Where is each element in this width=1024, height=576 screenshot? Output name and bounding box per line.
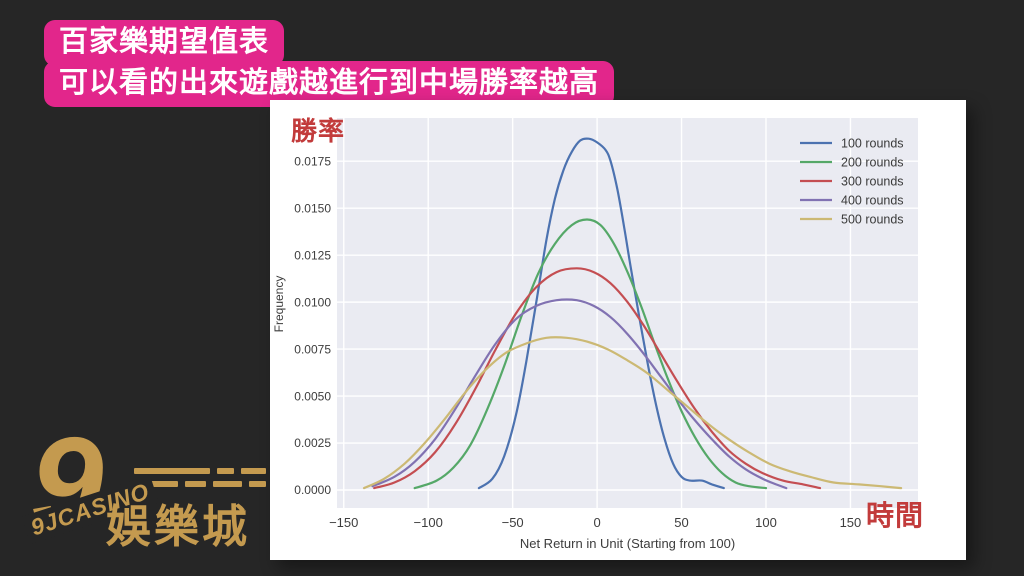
y-tick-label: 0.0075 — [294, 342, 331, 356]
legend-label: 500 rounds — [841, 213, 904, 227]
legend-label: 100 rounds — [841, 137, 904, 151]
logo-speed-lines-icon — [134, 468, 266, 494]
logo-bar — [217, 468, 235, 474]
x-tick-label: 150 — [840, 515, 862, 530]
y-axis-cn-annotation: 勝率 — [291, 116, 346, 146]
legend-label: 400 rounds — [841, 194, 904, 208]
logo-bar — [134, 481, 179, 487]
series-200-rounds — [413, 218, 768, 490]
logo-speed-lines-row2 — [134, 481, 266, 487]
x-tick-label: −150 — [329, 515, 358, 530]
y-tick-label: 0.0175 — [294, 154, 331, 168]
y-tick-label: 0.0150 — [294, 201, 331, 215]
header-subtitle-badge: 可以看的出來遊戲越進行到中場勝率越高 — [44, 61, 615, 107]
legend-label: 300 rounds — [841, 175, 904, 189]
x-tick-label: 0 — [593, 515, 600, 530]
series-500-rounds — [362, 336, 903, 490]
logo-bar — [241, 468, 266, 474]
series-300-rounds — [373, 267, 822, 490]
logo-bar — [213, 481, 242, 487]
chart-panel: 0.0000 0.0025 0.0050 0.0075 0.0100 0.0125 0.01… — [270, 100, 966, 560]
y-tick-label: 0.0000 — [294, 483, 331, 497]
logo-bar — [134, 468, 211, 474]
series-400-rounds — [371, 298, 788, 490]
y-axis-label: Frequency — [272, 276, 286, 333]
y-tick-label: 0.0050 — [294, 389, 331, 403]
header-title-badge: 百家樂期望值表 — [44, 20, 285, 66]
logo-subtitle-text: 娛樂城 — [106, 501, 251, 552]
header-title-text: 百家樂期望值表 — [59, 26, 270, 58]
x-tick-label: 50 — [674, 515, 688, 530]
logo-speed-lines-row1 — [134, 468, 266, 474]
header-subtitle-text: 可以看的出來遊戲越進行到中場勝率越高 — [59, 67, 600, 99]
x-tick-label: 100 — [755, 515, 777, 530]
plot-area — [337, 118, 918, 508]
series-100-rounds — [477, 137, 725, 490]
casino-logo: 9 9JCASINO 娛樂城 — [18, 418, 274, 574]
distribution-chart: 0.0000 0.0025 0.0050 0.0075 0.0100 0.0125 0.01… — [272, 118, 918, 551]
x-axis-cn-annotation: 時間 — [866, 500, 925, 531]
legend-label: 200 rounds — [841, 156, 904, 170]
x-tick-label: −50 — [502, 515, 524, 530]
y-tick-label: 0.0100 — [294, 295, 331, 309]
logo-bar — [185, 481, 207, 487]
y-tick-label: 0.0025 — [294, 436, 331, 450]
x-tick-label: −100 — [414, 515, 443, 530]
x-axis-label: Net Return in Unit (Starting from 100) — [520, 536, 735, 551]
logo-bar — [248, 481, 266, 487]
y-tick-label: 0.0125 — [294, 248, 331, 262]
